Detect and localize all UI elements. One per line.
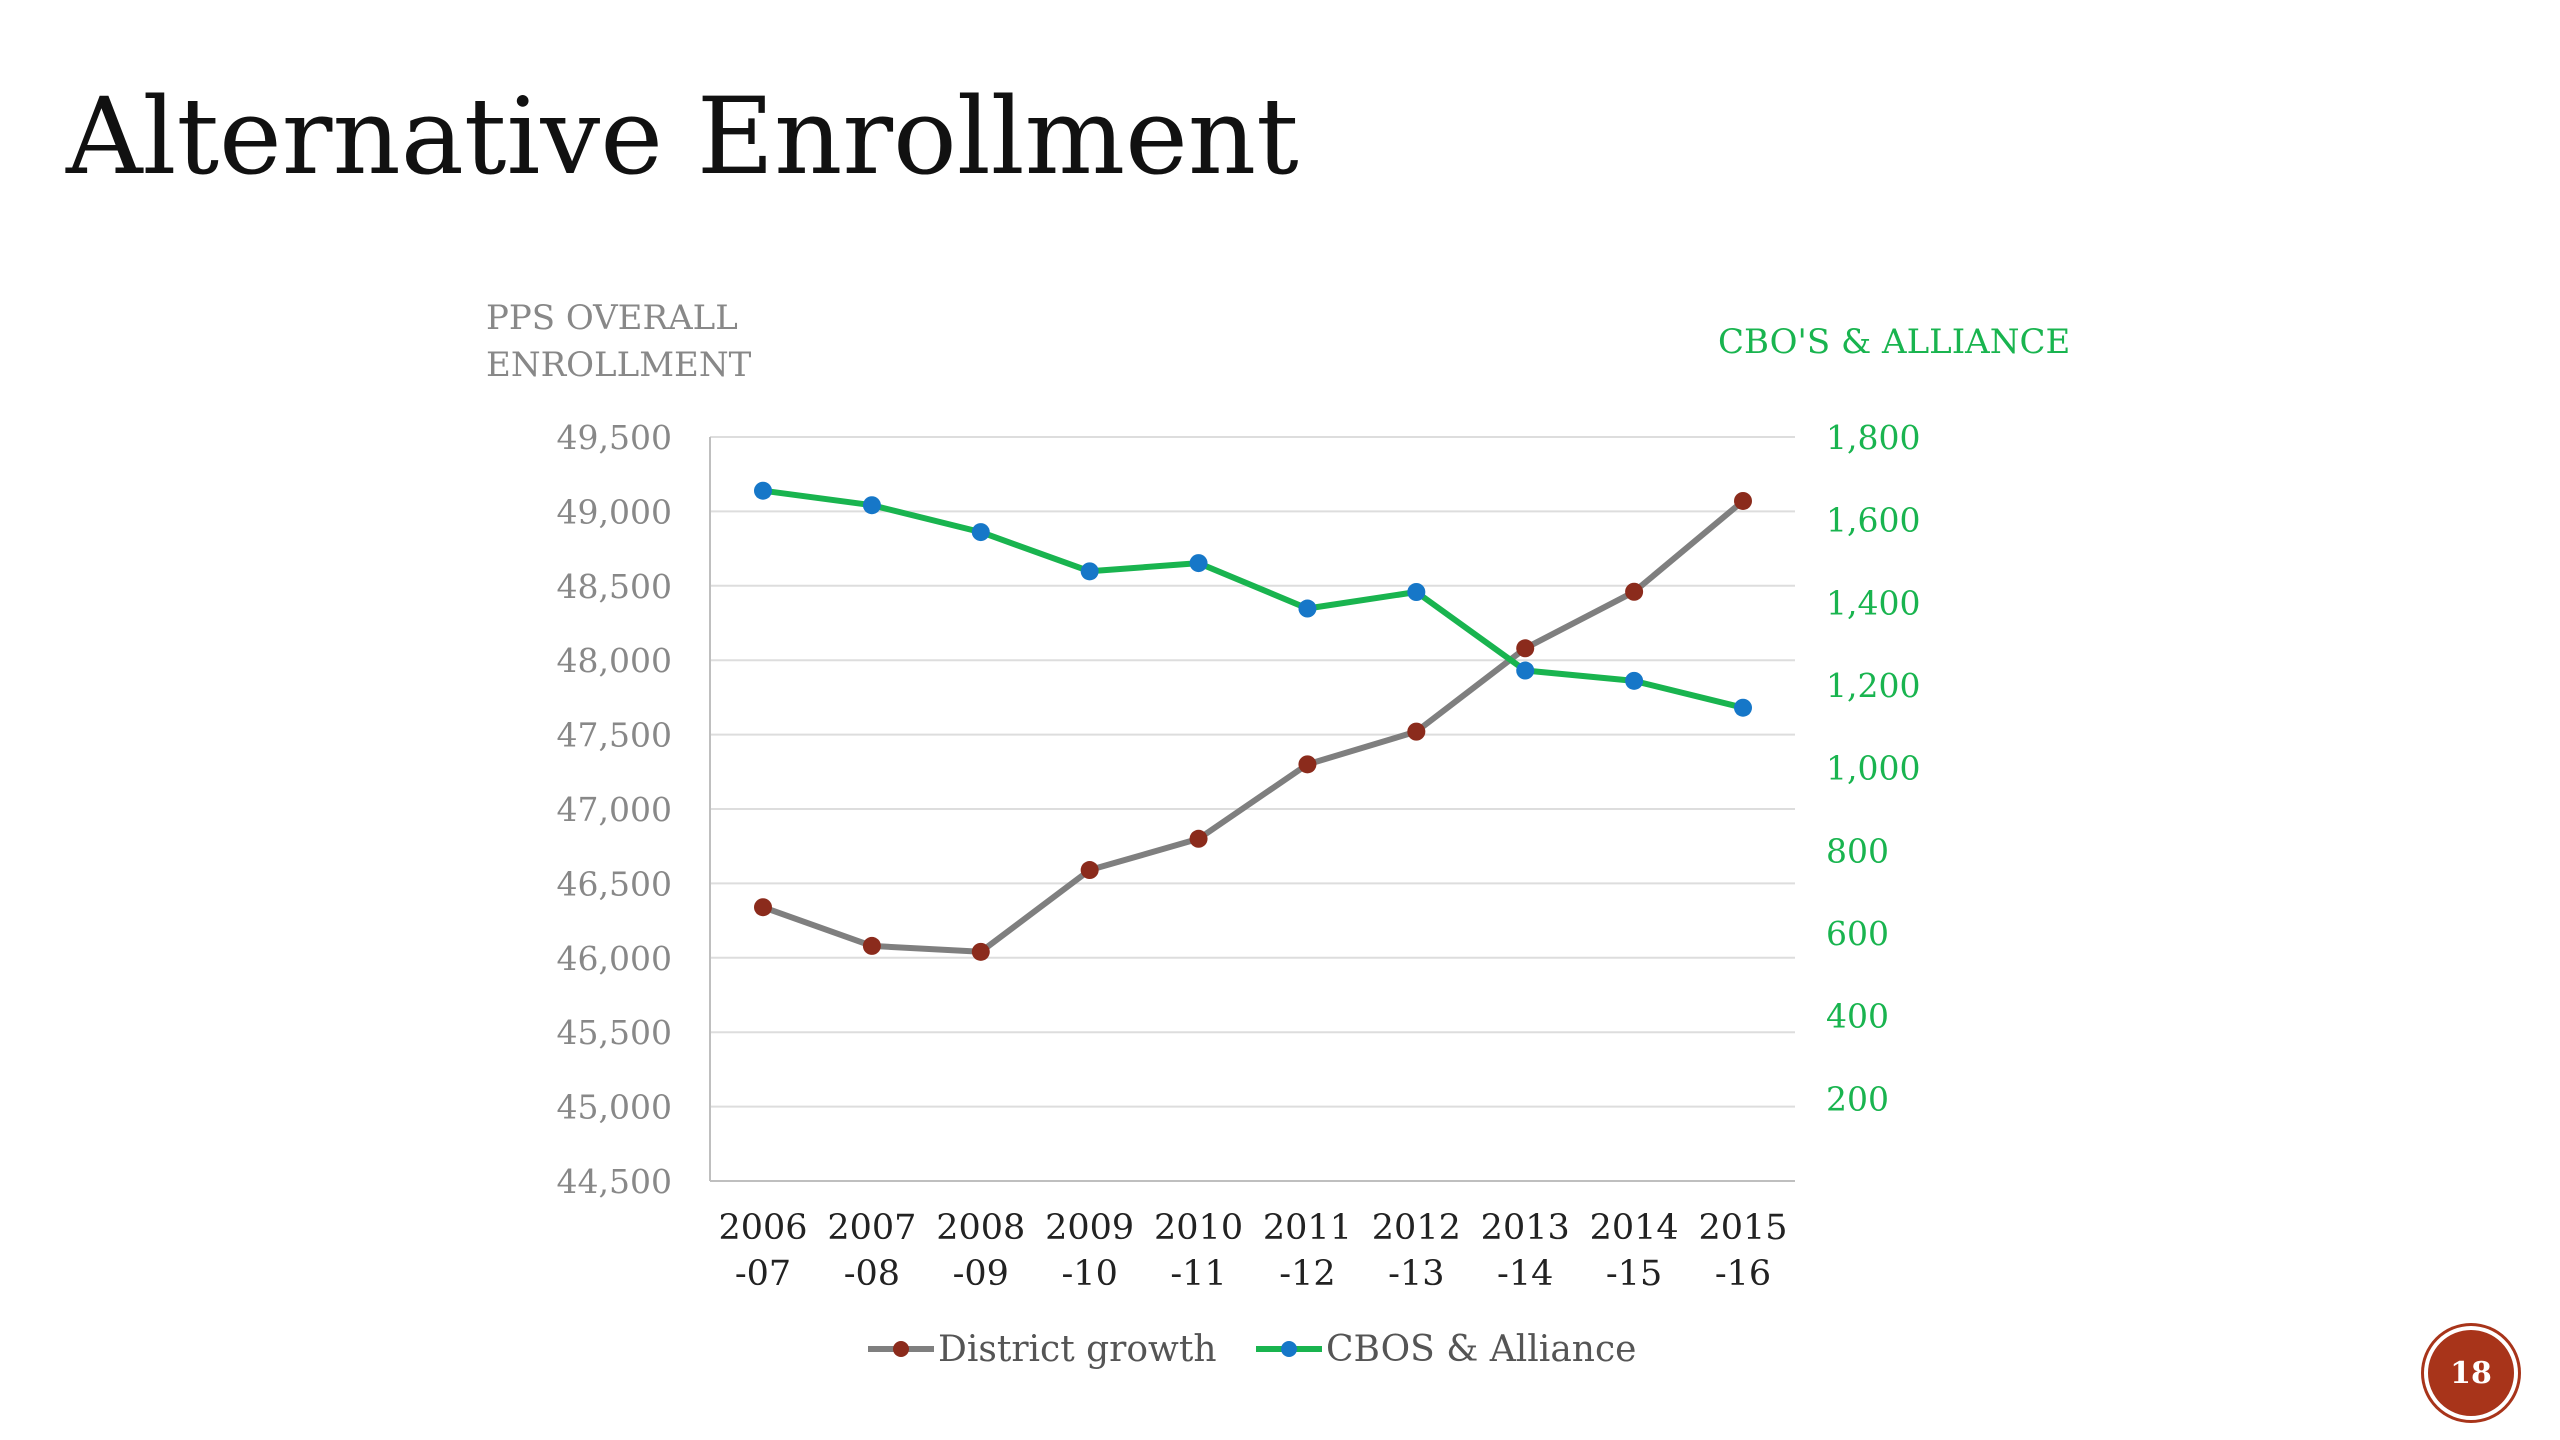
district-growth-point — [754, 898, 772, 917]
slide-title: Alternative Enrollment — [66, 75, 1299, 198]
left-tick-label: 46,500 — [557, 864, 672, 903]
legend-label: District growth — [938, 1329, 1217, 1370]
right-tick-label: 1,200 — [1826, 666, 1920, 705]
gridlines — [710, 436, 1795, 1108]
district-growth-point — [1625, 582, 1644, 601]
left-axis-title: PPS OVERALL ENROLLMENT — [486, 298, 752, 385]
x-tick-label: 2009 — [1045, 1208, 1134, 1248]
x-tick-label: 2008 — [936, 1208, 1025, 1248]
cbos-alliance-point — [1080, 562, 1099, 581]
left-tick-labels: 44,500 45,000 45,500 46,000 46,500 47,000 47,5… — [557, 418, 672, 1201]
left-tick-label: 46,000 — [557, 939, 672, 978]
legend-swatch-marker — [893, 1341, 909, 1357]
right-tick-labels: 200 400 600 800 1,000 1,200 1,400 1,600 1,800 — [1826, 418, 1920, 1118]
cbos-alliance-line — [762, 487, 1744, 711]
right-tick-label: 400 — [1826, 997, 1889, 1036]
cbos-alliance-point — [1734, 698, 1752, 717]
x-tick-label: -14 — [1497, 1254, 1553, 1294]
x-tick-label: -13 — [1388, 1254, 1444, 1294]
x-tick-labels: 2006-072007-082008-092009-102010-112011-… — [718, 1208, 1787, 1294]
cbos-alliance-point — [1625, 671, 1644, 690]
right-tick-label: 200 — [1826, 1079, 1889, 1118]
left-tick-label: 48,500 — [557, 567, 672, 606]
left-tick-label: 47,000 — [557, 790, 672, 829]
x-tick-label: -12 — [1279, 1254, 1335, 1294]
cbos-alliance-point — [862, 496, 881, 515]
x-tick-label: -08 — [844, 1254, 900, 1294]
district-growth-point — [1080, 861, 1099, 880]
axes — [709, 437, 1795, 1182]
right-tick-label: 1,800 — [1826, 418, 1920, 457]
cbos-alliance-point — [1189, 554, 1208, 573]
district-growth-point — [862, 936, 881, 955]
x-tick-label: 2007 — [827, 1208, 916, 1248]
chart-legend: District growth CBOS & Alliance — [868, 1329, 1636, 1370]
district-growth-point — [1407, 722, 1426, 741]
legend-label: CBOS & Alliance — [1326, 1329, 1636, 1370]
right-axis-title: CBO'S & ALLIANCE — [1718, 322, 2070, 362]
x-tick-label: -10 — [1061, 1254, 1117, 1294]
left-tick-label: 47,500 — [557, 716, 672, 755]
left-tick-label: 49,500 — [557, 418, 672, 457]
cbos-alliance-point — [1407, 583, 1426, 601]
right-tick-label: 1,400 — [1826, 583, 1920, 622]
x-tick-label: 2010 — [1154, 1208, 1243, 1248]
series-points — [754, 481, 1752, 961]
page-number-badge: 18 — [2424, 1326, 2518, 1420]
right-tick-label: 800 — [1826, 831, 1889, 870]
x-tick-label: 2014 — [1590, 1208, 1679, 1248]
left-tick-label: 48,000 — [557, 641, 672, 680]
left-tick-label: 44,500 — [557, 1162, 672, 1201]
district-growth-point — [1189, 829, 1208, 848]
x-tick-label: 2006 — [718, 1208, 807, 1248]
x-tick-label: -07 — [735, 1254, 791, 1294]
district-growth-point — [1516, 639, 1535, 658]
x-tick-label: 2015 — [1698, 1208, 1787, 1248]
district-growth-point — [1298, 755, 1317, 774]
district-growth-line — [761, 498, 1745, 955]
x-tick-label: -11 — [1170, 1254, 1226, 1294]
right-tick-label: 1,600 — [1826, 501, 1920, 540]
series-lines — [761, 487, 1745, 955]
district-growth-point — [971, 942, 990, 961]
cbos-alliance-point — [1298, 599, 1317, 618]
right-tick-label: 1,000 — [1826, 749, 1920, 788]
left-tick-label: 45,000 — [557, 1088, 672, 1127]
x-tick-label: 2011 — [1263, 1208, 1352, 1248]
x-tick-label: -09 — [953, 1254, 1009, 1294]
legend-swatch-marker — [1281, 1341, 1297, 1357]
left-axis-title-line: ENROLLMENT — [486, 345, 752, 385]
x-tick-label: 2012 — [1372, 1208, 1461, 1248]
cbos-alliance-point — [1516, 661, 1535, 680]
left-axis-title-line: PPS OVERALL — [486, 298, 738, 338]
cbos-alliance-point — [754, 481, 772, 500]
right-tick-label: 600 — [1826, 914, 1889, 953]
district-growth-point — [1734, 491, 1752, 510]
left-tick-label: 45,500 — [557, 1013, 672, 1052]
cbos-alliance-point — [971, 523, 990, 542]
x-tick-label: -16 — [1715, 1254, 1771, 1294]
x-tick-label: 2013 — [1481, 1208, 1570, 1248]
x-tick-label: -15 — [1606, 1254, 1662, 1294]
left-tick-label: 49,000 — [557, 492, 672, 531]
